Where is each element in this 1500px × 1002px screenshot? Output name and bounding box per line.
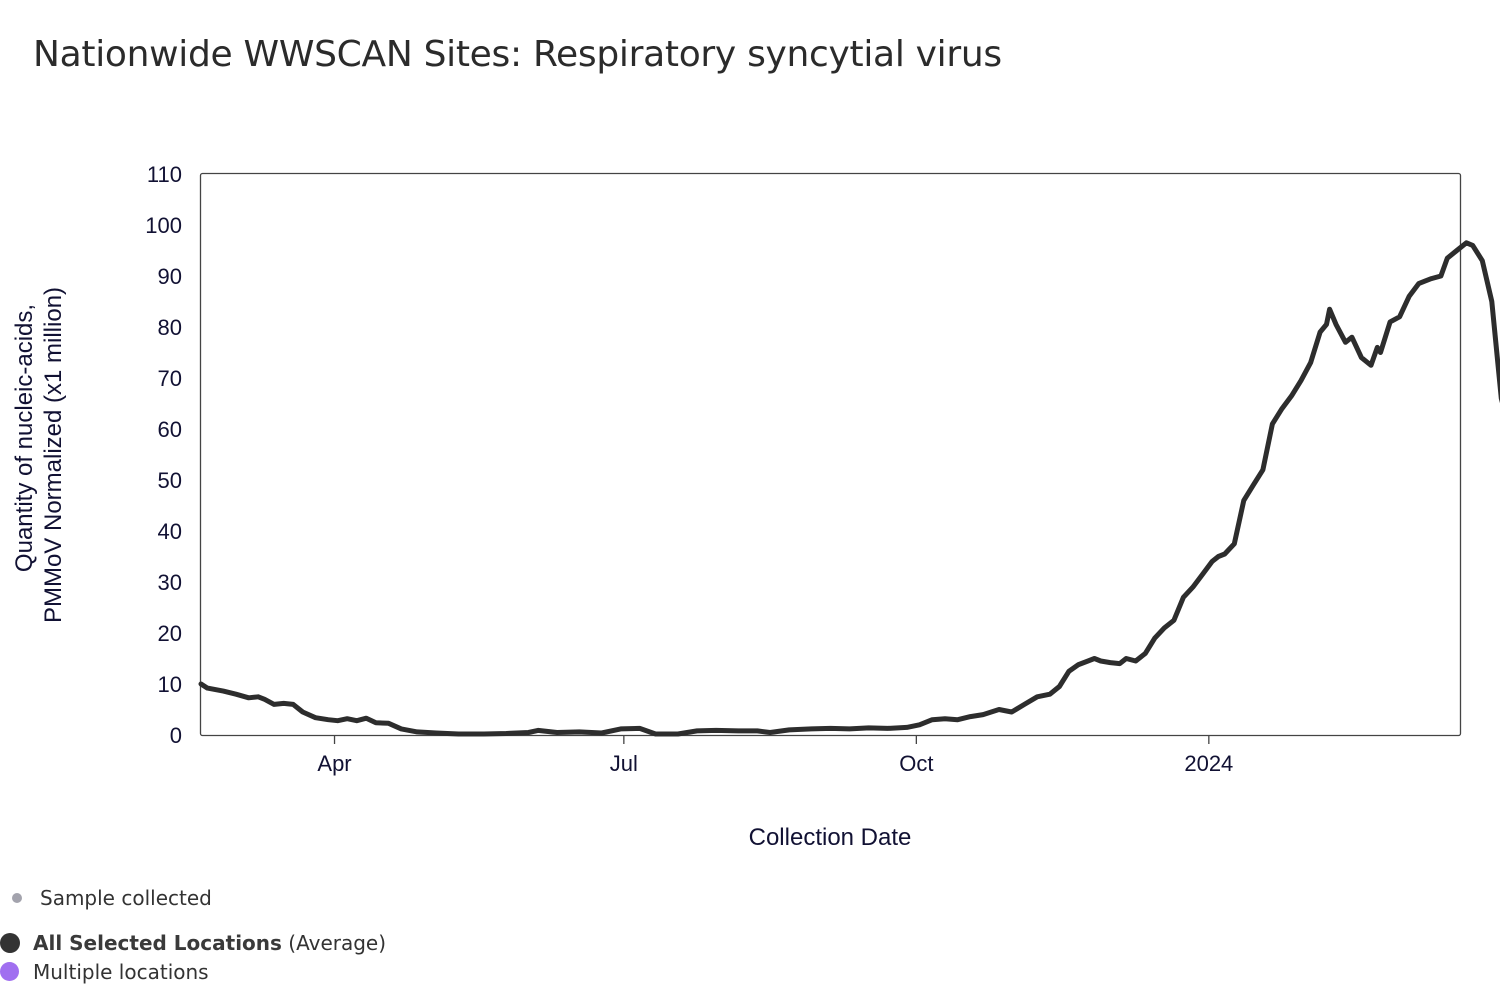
legend-sample-collected[interactable]: Sample collected [12, 886, 212, 910]
y-tick-label: 110 [147, 162, 182, 187]
y-axis-label-line-1: Quantity of nucleic-acids, [11, 304, 38, 572]
y-tick-label: 90 [158, 264, 182, 289]
y-tick-label: 100 [145, 213, 182, 238]
all-selected-dot-icon [0, 933, 20, 953]
x-tick-label: 2024 [1184, 751, 1233, 776]
y-tick-label: 10 [158, 672, 182, 697]
y-tick-label: 80 [158, 315, 182, 340]
chart-title: Nationwide WWSCAN Sites: Respiratory syn… [33, 34, 1002, 75]
y-tick-label: 40 [158, 519, 182, 544]
y-tick-label: 0 [170, 723, 182, 748]
legend-multiple-locations[interactable]: Multiple locations [0, 960, 209, 984]
legend-all-selected[interactable]: All Selected Locations (Average) [0, 931, 387, 955]
x-tick-label: Apr [317, 751, 351, 776]
x-axis-ticks: Apr Jul Oct 2024 [317, 735, 1233, 776]
x-tick-label: Jul [610, 751, 638, 776]
x-axis-label: Collection Date [749, 824, 912, 851]
x-tick-label: Oct [899, 751, 933, 776]
y-axis-label-line-2: PMMoV Normalized (x1 million) [40, 287, 67, 623]
series-line-all-selected-average [198, 240, 1500, 737]
legend-average-label: (Average) [288, 931, 387, 955]
plot-frame [199, 172, 1462, 737]
multiple-locations-dot-icon [0, 962, 19, 981]
y-tick-label: 20 [158, 621, 182, 646]
y-tick-label: 70 [158, 366, 182, 391]
y-axis-ticks: 0 10 20 30 40 50 60 70 80 90 100 110 [145, 162, 182, 748]
y-tick-label: 60 [158, 417, 182, 442]
legend-sample-label: Sample collected [40, 886, 212, 910]
legend-all-selected-label: All Selected Locations [33, 931, 282, 955]
y-tick-label: 50 [158, 468, 182, 493]
sample-dot-icon [12, 893, 22, 903]
legend-multiple-label: Multiple locations [33, 960, 209, 984]
y-tick-label: 30 [158, 570, 182, 595]
